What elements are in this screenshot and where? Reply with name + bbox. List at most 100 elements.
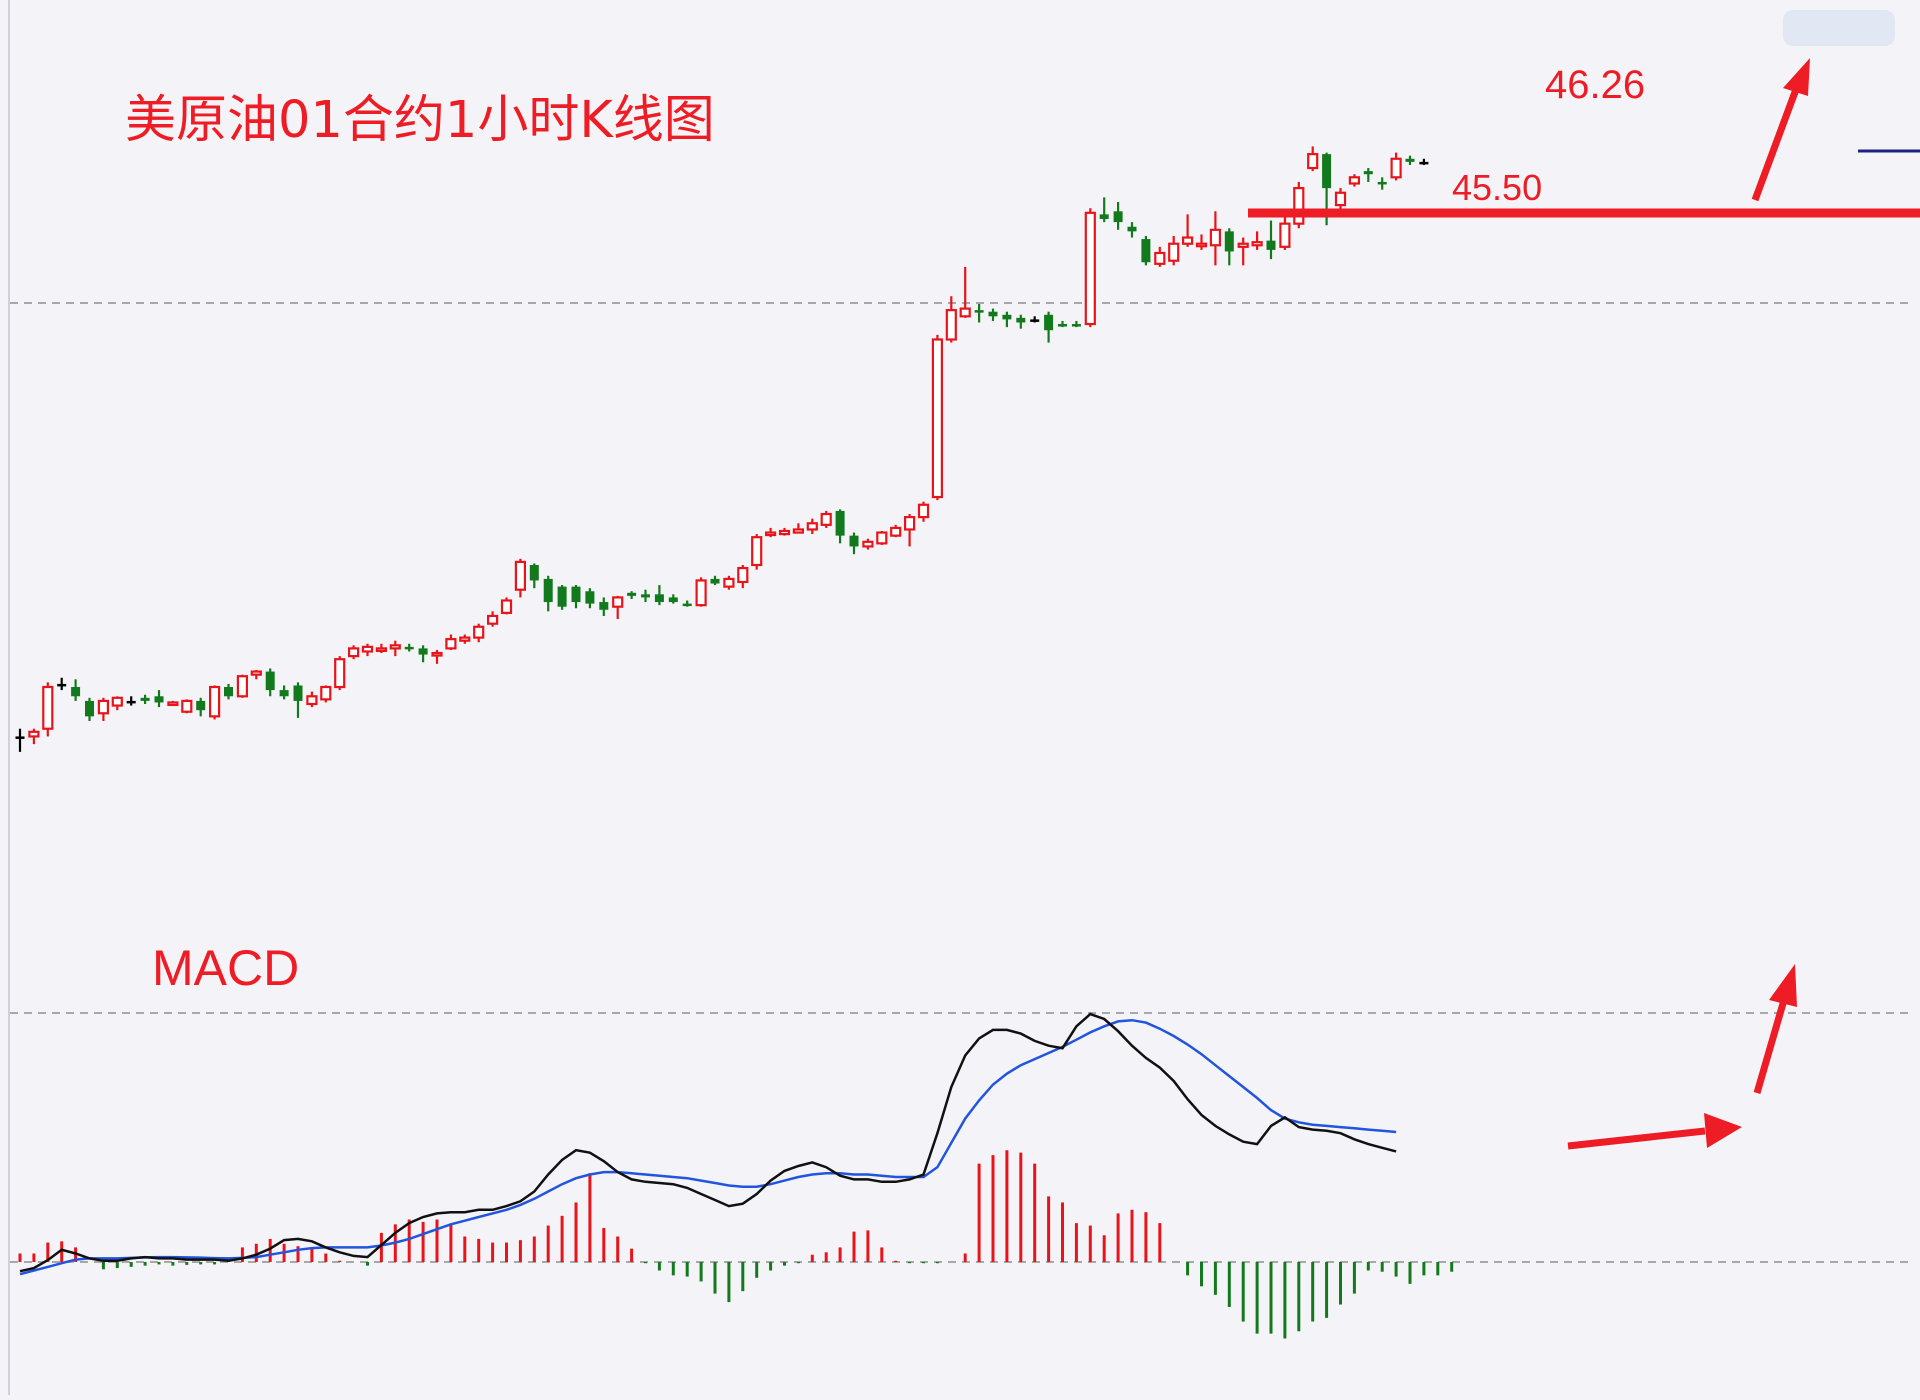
candle-body (500, 599, 513, 614)
price-up-arrow (1751, 58, 1810, 202)
candlestick (42, 682, 54, 737)
candle-body (445, 638, 457, 650)
candlestick (988, 308, 998, 321)
candle-body (459, 636, 471, 642)
candle-body (529, 564, 539, 581)
candle-body (1141, 239, 1151, 263)
candle-body (543, 578, 553, 603)
candlestick (599, 597, 609, 616)
candle-body (1251, 241, 1263, 247)
candle-body (903, 516, 916, 531)
candlestick (612, 595, 624, 620)
candle-body (361, 645, 374, 653)
candlestick (1405, 155, 1415, 165)
candlestick (320, 685, 332, 703)
candlestick (348, 645, 360, 660)
candle-body (764, 531, 777, 537)
candlestick (404, 643, 414, 652)
candlestick (1279, 215, 1291, 250)
candlestick (1099, 197, 1109, 223)
candlestick (111, 696, 123, 711)
candlestick (500, 597, 513, 615)
candle-body (1266, 240, 1276, 250)
candle-body (28, 730, 40, 738)
candlestick (418, 645, 428, 663)
candle-body (473, 625, 485, 639)
candle-body (1002, 314, 1012, 320)
candle-body (1279, 222, 1291, 248)
candlestick (1390, 152, 1402, 181)
candle-body (1390, 157, 1402, 179)
candle-body (654, 594, 664, 603)
candle-body (668, 597, 678, 603)
candle-body (1293, 187, 1305, 225)
candlestick (627, 591, 637, 599)
candle-body (1307, 153, 1319, 170)
candlestick (1071, 320, 1081, 328)
candle-body (695, 579, 707, 607)
candle-body (792, 528, 805, 534)
candlestick (974, 303, 984, 323)
macd-histogram-series (18, 1150, 1454, 1339)
candle-body (334, 658, 346, 689)
candlestick (1058, 320, 1067, 328)
candle-body (1044, 314, 1054, 331)
candlestick (487, 611, 499, 627)
candle-body (306, 695, 318, 706)
candle-body (224, 687, 233, 697)
candle-body (1084, 211, 1096, 326)
candle-body (196, 700, 206, 711)
grid-layer (10, 302, 1910, 1263)
candlestick (862, 538, 874, 550)
candle-body (876, 531, 888, 545)
candlestick (1266, 220, 1276, 260)
candlestick (1251, 231, 1263, 250)
candlestick (654, 585, 664, 606)
candlestick (140, 694, 150, 704)
candle-body (1405, 158, 1415, 162)
candle-body (1363, 171, 1373, 175)
candlestick (849, 532, 859, 555)
candle-body (320, 685, 332, 701)
candle-body (71, 687, 81, 697)
candlestick (903, 514, 916, 547)
candle-body (1195, 242, 1208, 248)
candle-body (279, 690, 289, 697)
candle-body (890, 526, 902, 537)
candle-body (1224, 231, 1234, 252)
candlestick (1016, 314, 1026, 329)
candlestick (514, 558, 527, 598)
candlestick (1209, 211, 1222, 266)
candlestick (209, 685, 221, 720)
candle-body (57, 683, 67, 687)
candle-body (820, 512, 832, 526)
candle-body (1030, 319, 1040, 322)
candlestick (334, 656, 346, 691)
candlestick (557, 585, 567, 610)
candle-body (236, 675, 248, 698)
candle-body (348, 647, 360, 658)
candlestick (1181, 214, 1194, 247)
candlestick (1084, 208, 1096, 328)
candle-body (974, 310, 984, 313)
candlestick (723, 575, 735, 590)
candlestick (543, 575, 553, 612)
candlestick (1307, 146, 1319, 172)
resistance-label: 45.50 (1452, 167, 1542, 208)
candle-body (723, 577, 735, 588)
candlestick (945, 296, 957, 343)
candle-body (15, 736, 25, 739)
candle-body (209, 685, 221, 718)
annotation-layer: 美原油01合约1小时K线图 MACD 45.50 46.26 (8, 0, 1920, 1395)
candle-body (849, 535, 859, 547)
candle-body (599, 602, 609, 610)
candle-body (265, 671, 275, 691)
candle-body (862, 540, 874, 548)
candle-body (293, 685, 303, 701)
candlestick (1363, 168, 1373, 182)
candlestick (293, 682, 303, 718)
candle-body (1181, 236, 1194, 245)
candle-body (959, 307, 971, 318)
candle-body (154, 696, 164, 703)
